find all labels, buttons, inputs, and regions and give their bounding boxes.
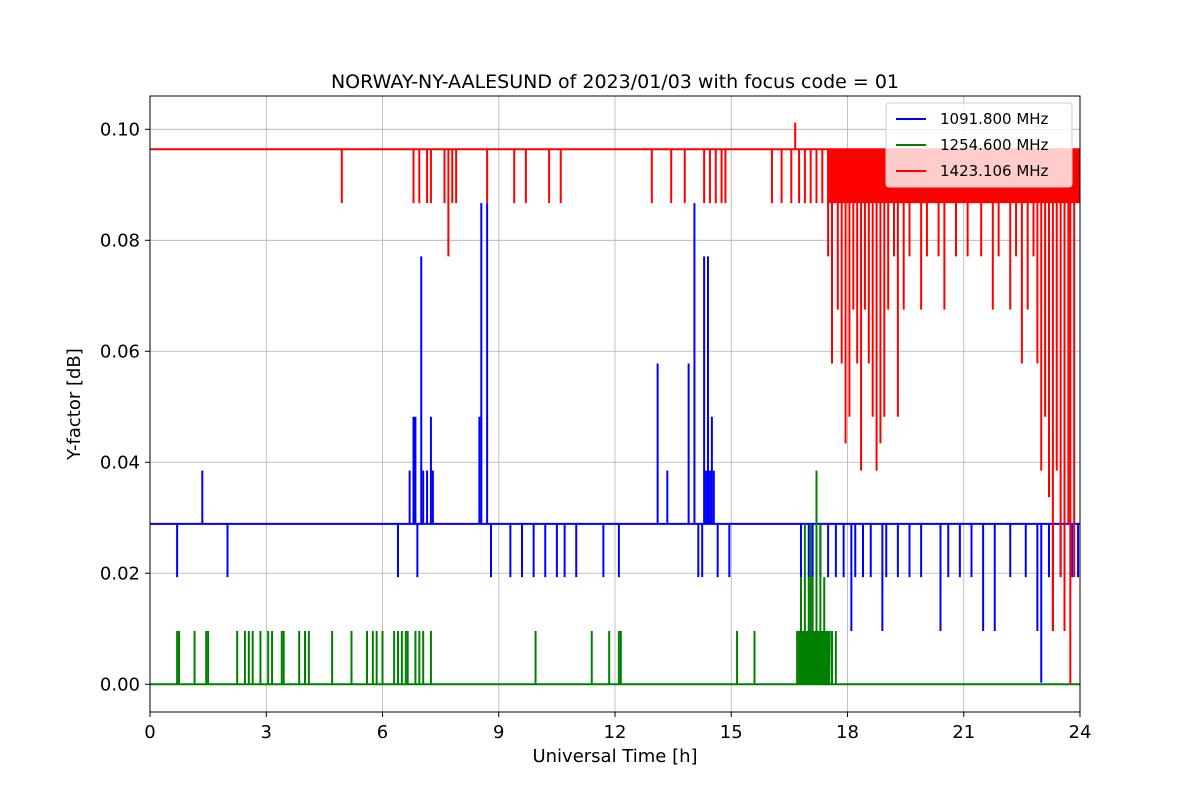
x-tick-label: 6 (377, 722, 388, 743)
y-tick-label: 0.06 (100, 341, 140, 362)
x-tick-label: 24 (1069, 722, 1092, 743)
x-tick-label: 9 (493, 722, 504, 743)
series-layer (150, 122, 1080, 686)
y-tick-label: 0.08 (100, 230, 140, 251)
x-tick-label: 18 (836, 722, 859, 743)
x-tick-label: 12 (604, 722, 627, 743)
x-axis-ticks: 0 3 6 9 12 15 18 21 24 (144, 712, 1091, 743)
y-tick-label: 0.04 (100, 452, 140, 473)
y-tick-label: 0.02 (100, 563, 140, 584)
x-tick-label: 21 (952, 722, 975, 743)
y-tick-label: 0.00 (100, 674, 140, 695)
x-tick-label: 0 (144, 722, 155, 743)
x-tick-label: 15 (720, 722, 743, 743)
legend-label-1423: 1423.106 MHz (940, 162, 1049, 180)
legend-box (885, 102, 1073, 188)
series-1 (150, 470, 1080, 686)
y-axis-ticks: 0.00 0.02 0.04 0.06 0.08 0.10 (100, 119, 150, 695)
legend-label-1254: 1254.600 MHz (940, 136, 1049, 154)
y-axis-label: Y-factor [dB] (64, 348, 85, 461)
grid-lines (149, 96, 1081, 712)
x-axis-label: Universal Time [h] (532, 746, 697, 767)
chart-title: NORWAY-NY-AALESUND of 2023/01/03 with fo… (331, 71, 899, 93)
legend-label-1091: 1091.800 MHz (940, 110, 1049, 128)
x-tick-label: 3 (261, 722, 272, 743)
y-tick-label: 0.10 (100, 119, 140, 140)
legend: 1091.800 MHz 1254.600 MHz 1423.106 MHz (885, 102, 1073, 188)
